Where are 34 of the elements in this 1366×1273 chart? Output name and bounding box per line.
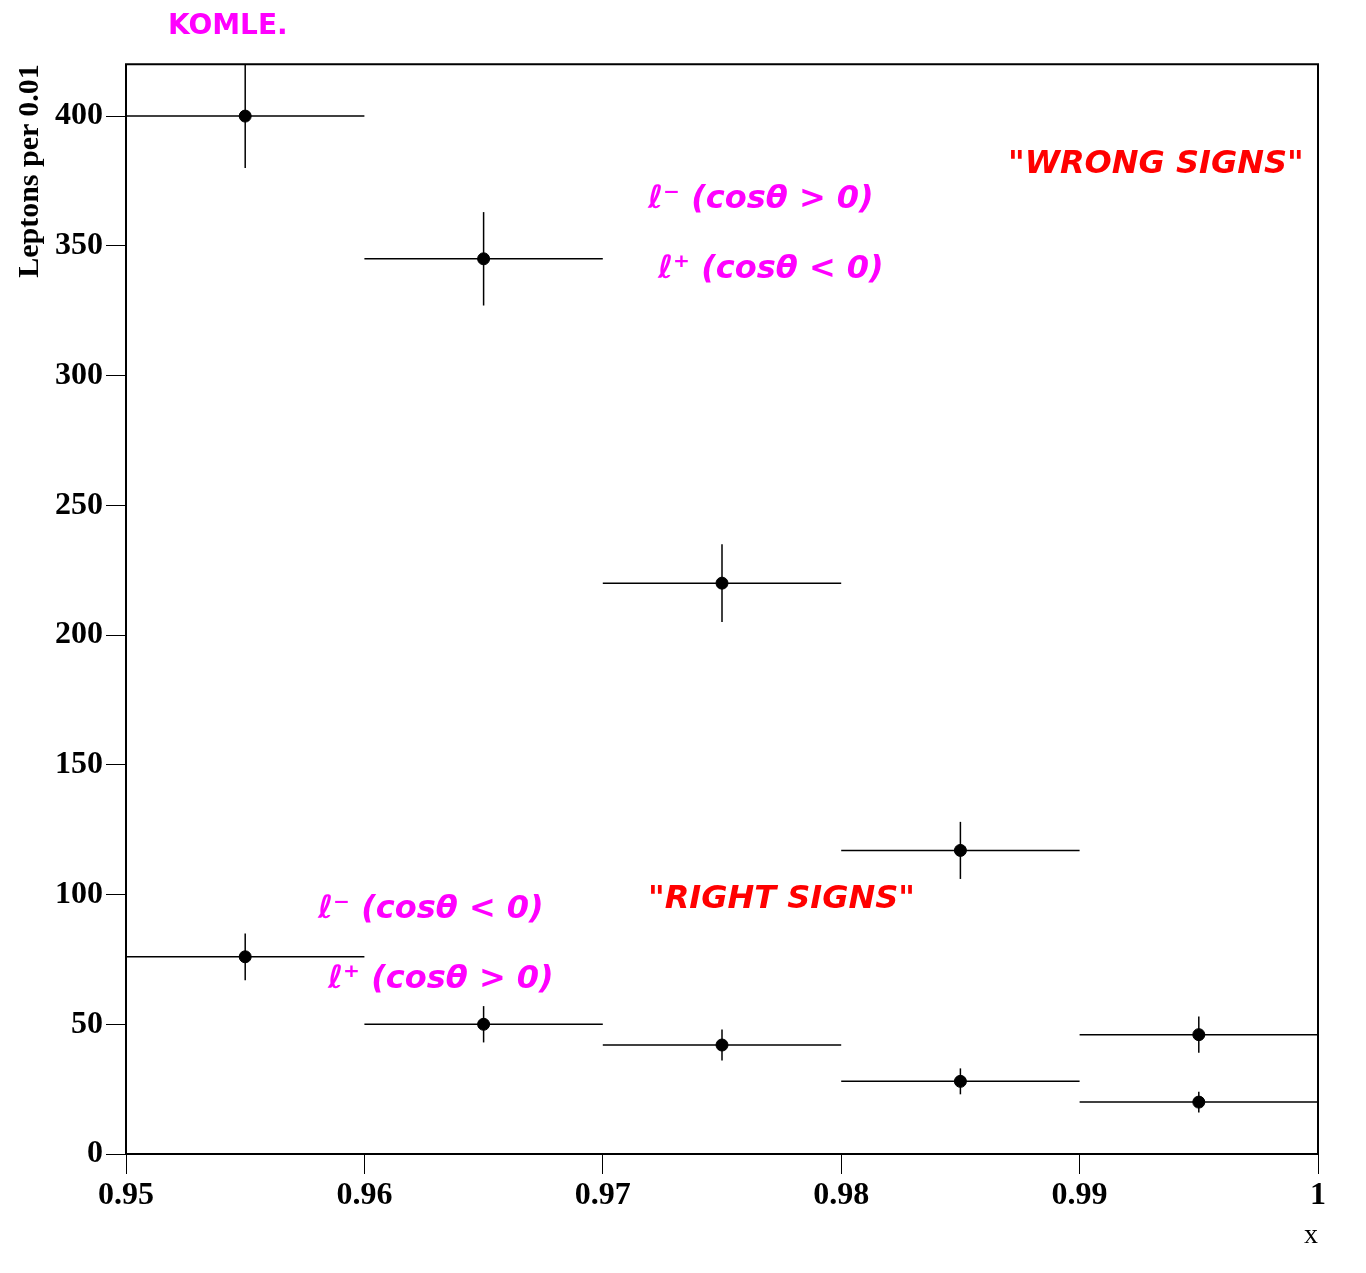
annotation: ℓ⁺ (cosθ < 0) — [658, 248, 884, 286]
y-axis-title: Leptons per 0.01 — [10, 64, 44, 278]
point — [477, 1017, 491, 1031]
point — [715, 576, 729, 590]
point — [953, 1074, 967, 1088]
point — [238, 950, 252, 964]
x-tick-label: 0.99 — [1051, 1175, 1108, 1212]
x-tick-label: 0.95 — [98, 1175, 154, 1212]
point — [953, 843, 967, 857]
annotation: "WRONG SIGNS" — [1008, 143, 1304, 181]
text: KOMLE. — [168, 8, 288, 41]
y-tick-label: 350 — [55, 225, 103, 262]
y-tick-label: 250 — [55, 484, 103, 521]
annotation: "RIGHT SIGNS" — [648, 878, 915, 916]
x-tick-label: 1 — [1310, 1175, 1326, 1212]
x-tick-label: 0.96 — [336, 1175, 393, 1212]
annotation: ℓ⁻ (cosθ > 0) — [648, 178, 874, 216]
point — [1192, 1095, 1206, 1109]
annotation: ℓ⁻ (cosθ < 0) — [318, 888, 544, 926]
y-tick-label: 0 — [87, 1133, 103, 1170]
x-axis-title: x — [1304, 1217, 1318, 1249]
y-tick-label: 150 — [55, 744, 103, 781]
point — [715, 1038, 729, 1052]
y-tick-label: 50 — [71, 1003, 103, 1040]
point — [477, 252, 491, 266]
y-tick-label: 300 — [55, 354, 103, 391]
x-tick-label: 0.98 — [813, 1175, 870, 1212]
point — [238, 109, 252, 123]
x-tick-label: 0.97 — [574, 1175, 631, 1212]
point — [1192, 1028, 1206, 1042]
annotation: ℓ⁺ (cosθ > 0) — [328, 958, 554, 996]
y-tick-label: 400 — [55, 95, 103, 132]
y-tick-label: 100 — [55, 873, 103, 910]
y-tick-label: 200 — [55, 614, 103, 651]
